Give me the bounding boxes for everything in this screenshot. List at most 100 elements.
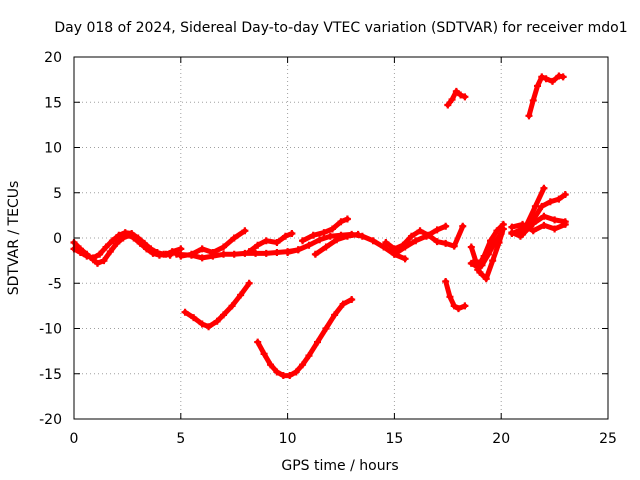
data-point xyxy=(220,311,228,319)
data-point xyxy=(548,77,556,85)
data-point xyxy=(89,254,97,262)
data-point xyxy=(160,250,168,258)
data-point xyxy=(555,195,563,203)
data-point xyxy=(542,75,550,83)
data-point xyxy=(328,225,336,233)
data-point xyxy=(442,222,450,230)
data-point xyxy=(454,305,462,313)
data-point xyxy=(115,231,123,239)
data-point xyxy=(390,250,398,258)
x-tick-label: 15 xyxy=(385,431,403,447)
data-point xyxy=(128,229,136,237)
series-arc-j xyxy=(311,230,362,258)
data-point xyxy=(559,73,567,81)
data-point xyxy=(534,82,542,90)
data-point xyxy=(326,232,334,240)
data-point xyxy=(444,101,452,109)
data-point xyxy=(299,361,307,369)
data-point xyxy=(322,243,330,251)
data-point xyxy=(260,350,268,358)
data-point xyxy=(457,91,465,99)
data-point xyxy=(561,218,569,226)
series-arc-v xyxy=(525,72,567,120)
data-point xyxy=(343,215,351,223)
data-point xyxy=(508,229,516,237)
data-point xyxy=(348,296,356,304)
series-arc-m xyxy=(444,87,469,109)
data-point xyxy=(337,218,345,226)
y-axis-label: SDTVAR / TECUs xyxy=(6,181,22,296)
data-point xyxy=(284,248,292,256)
data-point xyxy=(446,293,454,301)
data-point xyxy=(497,229,505,237)
data-point xyxy=(252,249,260,257)
data-point xyxy=(358,232,366,240)
data-point xyxy=(281,232,289,240)
data-point xyxy=(331,311,339,319)
data-point xyxy=(190,314,198,322)
data-point xyxy=(76,248,84,256)
data-point xyxy=(474,266,482,274)
data-point xyxy=(525,112,533,120)
data-point xyxy=(241,249,249,257)
data-point xyxy=(422,232,430,240)
data-point xyxy=(487,237,495,245)
data-point xyxy=(299,237,307,245)
data-point xyxy=(220,250,228,258)
data-point xyxy=(531,202,539,210)
data-point xyxy=(407,232,415,240)
series-arc-d xyxy=(177,227,249,260)
data-point xyxy=(499,220,507,228)
data-point xyxy=(540,184,548,192)
series-arc-n xyxy=(442,277,469,313)
chart-title: Day 018 of 2024, Sidereal Day-to-day VTE… xyxy=(54,20,627,36)
data-point xyxy=(546,198,554,206)
data-point xyxy=(205,323,213,331)
series-arc-i xyxy=(299,215,351,245)
data-point xyxy=(93,259,101,267)
x-tick-label: 5 xyxy=(176,431,185,447)
data-point xyxy=(230,250,238,258)
data-point xyxy=(433,238,441,246)
data-point xyxy=(254,241,262,249)
data-point xyxy=(322,325,330,332)
data-point xyxy=(262,249,270,257)
data-point xyxy=(267,361,275,369)
data-point xyxy=(369,237,377,245)
data-point xyxy=(254,338,262,346)
data-point xyxy=(412,237,420,245)
x-tick-label: 0 xyxy=(70,431,79,447)
data-point xyxy=(134,234,142,242)
data-point xyxy=(279,372,287,380)
data-point xyxy=(478,261,486,269)
data-point xyxy=(529,227,537,235)
data-point xyxy=(489,257,497,265)
data-point xyxy=(484,250,492,258)
data-point xyxy=(108,237,116,245)
data-point xyxy=(198,245,206,253)
data-point xyxy=(177,245,185,253)
data-point xyxy=(448,96,456,104)
data-point xyxy=(286,372,294,380)
data-point xyxy=(237,291,245,299)
data-point xyxy=(228,302,236,310)
data-point xyxy=(538,202,546,210)
y-tick-label: 10 xyxy=(44,141,62,157)
data-point xyxy=(450,302,458,310)
data-point xyxy=(106,248,114,256)
x-tick-labels: 0 5 10 15 20 25 xyxy=(70,431,617,447)
data-point xyxy=(382,239,390,247)
data-point xyxy=(540,212,548,220)
data-point xyxy=(288,229,296,237)
data-point xyxy=(416,227,424,235)
y-tick-label: 5 xyxy=(53,186,62,202)
data-point xyxy=(198,254,206,262)
data-point xyxy=(181,308,189,316)
y-tick-labels: -20 -15 -10 -5 0 5 10 15 20 xyxy=(39,50,62,428)
series-arc-a xyxy=(70,231,185,267)
data-point xyxy=(316,236,324,244)
data-point xyxy=(354,230,362,238)
series-line xyxy=(71,230,173,261)
data-point xyxy=(493,227,501,235)
